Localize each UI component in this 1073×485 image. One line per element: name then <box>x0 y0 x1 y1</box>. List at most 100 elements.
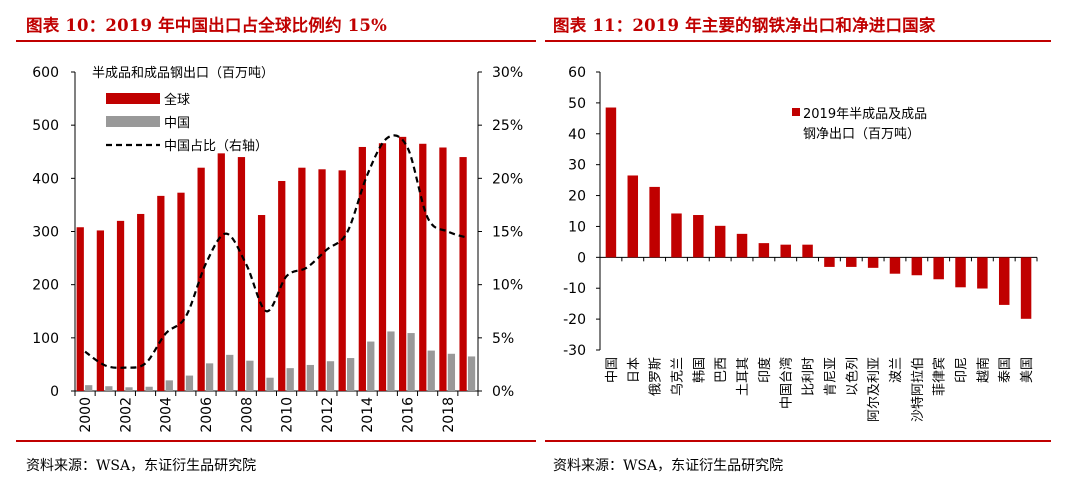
legend-share-label: 中国占比（右轴） <box>164 139 268 154</box>
bar-global <box>137 213 145 391</box>
bar-global <box>439 147 447 391</box>
title-rule <box>545 40 1051 42</box>
bar-global <box>157 195 165 391</box>
legend-china-label: 中国 <box>164 116 190 131</box>
source-note: 资料来源：WSA，东证衍生品研究院 <box>553 458 784 474</box>
bar-china <box>205 363 214 391</box>
x-tick-label: 中国台湾 <box>779 357 795 409</box>
y-axis-title: 半成品和成品钢出口（百万吨） <box>92 66 274 81</box>
x-tick-label: 泰国 <box>998 357 1013 383</box>
bar-china <box>427 350 435 391</box>
bar-net-export <box>802 244 813 258</box>
chart-title: 图表 11：2019 年主要的钢铁净出口和净进口国家 <box>553 16 936 35</box>
bar-net-export <box>977 257 988 289</box>
x-tick-label: 波兰 <box>889 357 904 383</box>
x-tick-label: 2010 <box>280 397 296 433</box>
source-note: 资料来源：WSA，东证衍生品研究院 <box>26 458 257 474</box>
x-tick-label: 巴西 <box>714 357 729 383</box>
y-tick-label: 10 <box>568 219 586 235</box>
x-tick-label: 沙特阿拉伯 <box>911 357 926 422</box>
legend-global-label: 全球 <box>164 92 190 108</box>
bar-global <box>378 143 387 391</box>
legend-label-line1: 2019年半成品及成品 <box>803 107 927 122</box>
bar-net-export <box>649 186 660 258</box>
bar-global <box>96 230 105 391</box>
x-tick-label: 以色列 <box>844 357 860 396</box>
left-y-tick-label: 300 <box>32 225 59 241</box>
y-tick-label: 30 <box>568 158 586 174</box>
right-y-tick-label: 5% <box>492 331 514 347</box>
bar-china <box>387 331 395 391</box>
bar-global <box>338 170 346 391</box>
bar-china <box>407 333 415 391</box>
x-tick-label: 2018 <box>441 397 457 433</box>
x-tick-label: 2006 <box>199 397 215 433</box>
bar-global <box>298 167 306 391</box>
left-y-tick-label: 200 <box>32 278 59 294</box>
bar-net-export <box>998 257 1010 305</box>
x-tick-label: 印度 <box>757 357 773 383</box>
net-export-bar-chart: -30-20-100102030405060中国 日本 俄罗斯 乌克兰 韩国 巴西 土耳其印… <box>563 65 1038 422</box>
x-tick-label: 俄罗斯 <box>649 357 664 396</box>
left-y-tick-label: 500 <box>32 118 59 134</box>
bar-china <box>467 356 476 391</box>
x-tick-label: 2012 <box>320 397 336 433</box>
bar-china <box>326 361 335 391</box>
bar-global <box>459 157 467 391</box>
bar-net-export <box>693 215 704 258</box>
bar-net-export <box>889 257 901 274</box>
right-y-tick-label: 15% <box>492 225 523 241</box>
y-tick-label: -20 <box>563 312 586 328</box>
x-tick-label: 韩国 <box>692 357 707 383</box>
legend-label-line2: 钢净出口（百万吨） <box>803 127 920 142</box>
x-tick-label: 比利时 <box>802 357 817 396</box>
bar-net-export <box>867 257 879 268</box>
y-tick-label: 0 <box>577 250 586 266</box>
left-y-tick-label: 400 <box>32 171 59 187</box>
bar-net-export <box>955 257 966 288</box>
bar-china <box>246 360 254 391</box>
x-tick-label: 中国 <box>605 357 620 383</box>
y-tick-label: 40 <box>568 127 586 143</box>
right-y-tick-label: 25% <box>492 118 523 134</box>
x-tick-label: 日本 <box>627 357 642 383</box>
bar-global <box>177 192 185 391</box>
bar-net-export <box>714 225 726 258</box>
bar-china <box>165 380 173 391</box>
x-tick-label: 乌克兰 <box>669 357 685 396</box>
right-y-tick-label: 30% <box>492 65 523 81</box>
y-tick-label: 20 <box>568 189 586 205</box>
bar-net-export <box>846 257 857 267</box>
bar-net-export <box>911 257 923 276</box>
bar-china <box>85 385 93 391</box>
bar-china <box>145 386 153 391</box>
share-line <box>84 134 469 369</box>
bar-global <box>318 169 326 391</box>
title-rule <box>16 40 536 42</box>
bar-global <box>217 153 225 391</box>
chart-panel-net-export: 图表 11：2019 年主要的钢铁净出口和净进口国家 -30 -20 -10 0 10 2… <box>537 0 1073 485</box>
x-tick-label: 2004 <box>159 397 175 433</box>
x-tick-label: 2016 <box>400 397 416 433</box>
left-y-tick-label: 600 <box>32 65 59 81</box>
bar-global <box>197 167 205 391</box>
x-tick-label: 2014 <box>360 397 376 433</box>
bar-global <box>237 157 246 391</box>
bar-china <box>226 354 234 391</box>
bar-net-export <box>605 107 617 258</box>
x-tick-label: 菲律宾 <box>932 357 948 396</box>
right-y-tick-label: 0% <box>492 384 514 400</box>
x-tick-label: 越南 <box>975 357 991 383</box>
bar-net-export <box>824 257 835 267</box>
legend-swatch <box>792 108 800 116</box>
combo-bar-line-chart: 0 100 200 300 400 500 600 0% 5% 10% 15% 20% 25% 30% 20… <box>32 65 523 433</box>
bar-net-export <box>671 213 682 258</box>
bar-china <box>185 375 194 391</box>
right-y-tick-label: 20% <box>492 171 523 187</box>
bar-china <box>266 377 274 391</box>
bar-net-export <box>1020 257 1032 319</box>
x-tick-label: 印尼 <box>955 357 970 383</box>
y-tick-label: 50 <box>568 96 586 112</box>
source-rule <box>16 440 536 442</box>
bar-net-export <box>933 257 944 280</box>
